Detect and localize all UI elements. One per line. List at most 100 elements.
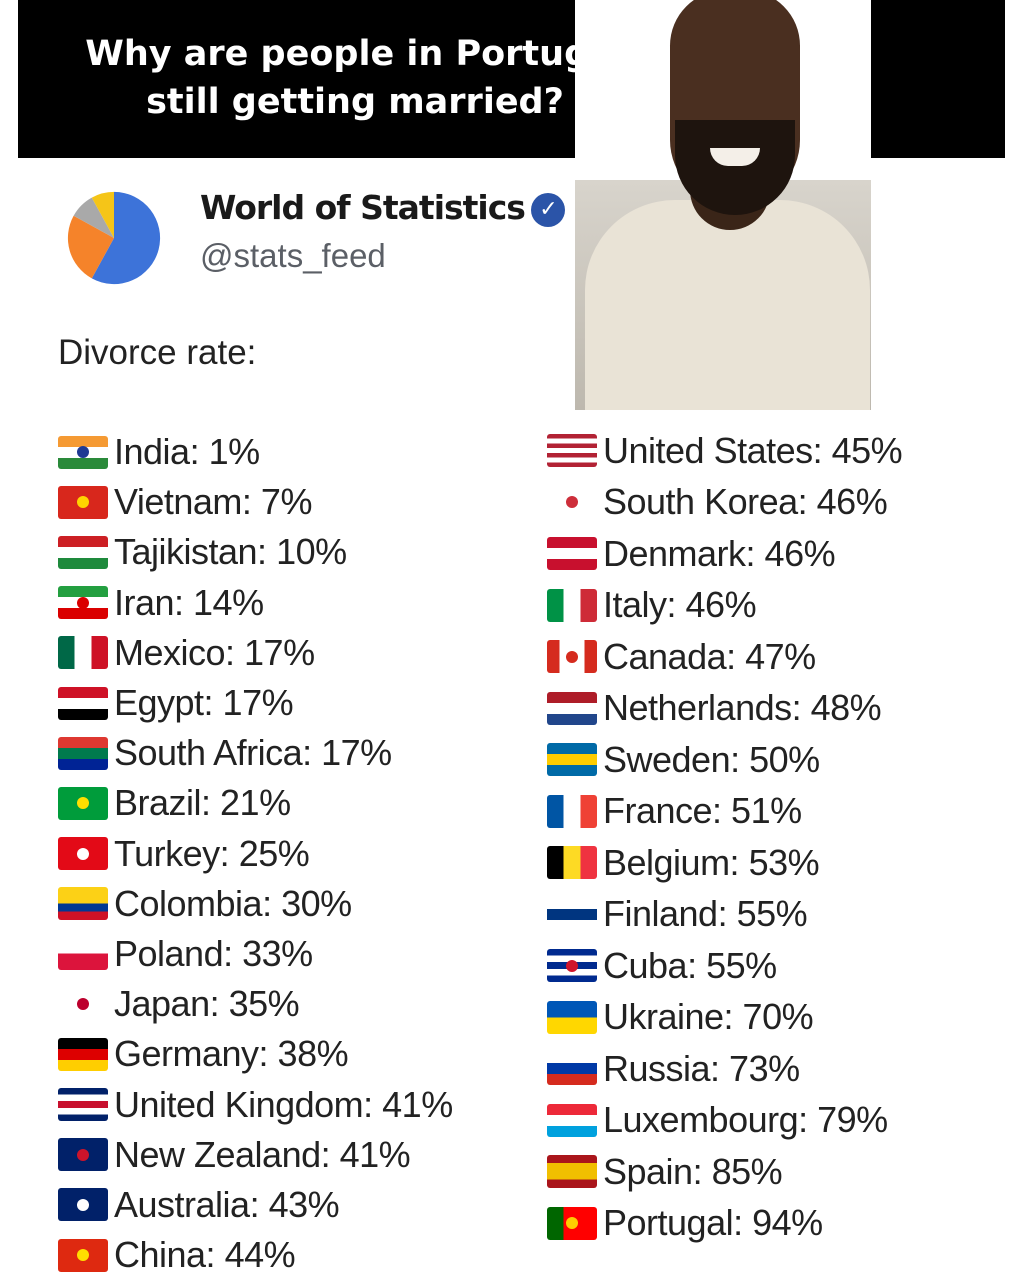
country-row: South Africa: 17%: [58, 728, 453, 778]
country-rate: Colombia: 30%: [114, 882, 352, 924]
country-row: Germany: 38%: [58, 1029, 453, 1079]
country-rate: Canada: 47%: [603, 635, 816, 677]
country-rate: South Korea: 46%: [603, 481, 888, 523]
country-row: Netherlands: 48%: [547, 683, 902, 735]
flag-icon: [547, 434, 597, 468]
country-rate: Netherlands: 48%: [603, 687, 882, 729]
flag-icon: [547, 1206, 597, 1240]
flag-icon: [547, 897, 597, 931]
avatar-pie-slice: [73, 197, 114, 238]
flag-icon: [58, 987, 108, 1021]
country-row: France: 51%: [547, 786, 902, 838]
flag-icon: [58, 937, 108, 971]
country-rate: Spain: 85%: [603, 1150, 783, 1192]
divorce-list-right: United States: 45% South Korea: 46% Denmar…: [547, 425, 903, 1250]
account-handle[interactable]: @stats_feed: [200, 237, 386, 274]
country-rate: Iran: 14%: [114, 581, 264, 623]
flag-icon: [547, 537, 597, 571]
account-name[interactable]: World of Statistics ✓: [200, 188, 565, 227]
country-row: Sweden: 50%: [547, 734, 902, 786]
account-avatar-pie-icon[interactable]: [66, 190, 162, 286]
country-rate: United Kingdom: 41%: [114, 1083, 453, 1125]
flag-icon: [547, 743, 597, 777]
country-row: Tajikistan: 10%: [58, 527, 453, 577]
country-row: Ukraine: 70%: [547, 992, 902, 1044]
country-rate: New Zealand: 41%: [114, 1133, 411, 1175]
country-row: New Zealand: 41%: [58, 1130, 453, 1180]
country-rate: Mexico: 17%: [114, 631, 315, 673]
country-row: Luxembourg: 79%: [547, 1095, 902, 1147]
country-row: Japan: 35%: [58, 979, 453, 1029]
flag-icon: [547, 485, 597, 519]
flag-icon: [58, 1088, 108, 1122]
flag-icon: [58, 435, 108, 469]
country-row: Spain: 85%: [547, 1146, 902, 1198]
flag-icon: [547, 588, 597, 622]
flag-icon: [547, 640, 597, 674]
divorce-list-left: India: 1% Vietnam: 7% Tajikistan: 10% Iran:…: [58, 427, 453, 1280]
country-row: United Kingdom: 41%: [58, 1079, 453, 1129]
flag-icon: [58, 636, 108, 670]
country-rate: Portugal: 94%: [603, 1202, 823, 1244]
account-name-text[interactable]: World of Statistics: [200, 188, 526, 227]
country-rate: France: 51%: [603, 790, 802, 832]
country-rate: Sweden: 50%: [603, 738, 820, 780]
flag-icon: [547, 1155, 597, 1189]
flag-icon: [547, 1000, 597, 1034]
country-rate: Italy: 46%: [603, 584, 757, 626]
country-rate: Brazil: 21%: [114, 782, 291, 824]
flag-icon: [58, 485, 108, 519]
country-row: South Korea: 46%: [547, 477, 902, 529]
avatar-pie-slice: [91, 191, 161, 285]
country-rate: Ukraine: 70%: [603, 996, 814, 1038]
country-rate: China: 44%: [114, 1234, 296, 1276]
verified-badge-icon: ✓: [530, 192, 565, 227]
country-rate: Japan: 35%: [114, 983, 300, 1025]
country-rate: South Africa: 17%: [114, 732, 392, 774]
country-rate: Turkey: 25%: [114, 832, 310, 874]
country-rate: Poland: 33%: [114, 932, 313, 974]
country-row: Poland: 33%: [58, 929, 453, 979]
country-rate: Cuba: 55%: [603, 944, 777, 986]
country-rate: Germany: 38%: [114, 1033, 349, 1075]
flag-icon: [58, 586, 108, 620]
country-rate: Russia: 73%: [603, 1047, 800, 1089]
country-row: Mexico: 17%: [58, 628, 453, 678]
country-row: Denmark: 46%: [547, 528, 902, 580]
country-row: Cuba: 55%: [547, 940, 902, 992]
flag-icon: [58, 1037, 108, 1071]
country-rate: Belgium: 53%: [603, 841, 820, 883]
flag-icon: [547, 1052, 597, 1086]
country-row: Russia: 73%: [547, 1043, 902, 1095]
country-rate: Finland: 55%: [603, 893, 808, 935]
country-row: Iran: 14%: [58, 578, 453, 628]
country-row: Egypt: 17%: [58, 678, 453, 728]
avatar-pie-slice: [67, 215, 114, 279]
country-row: Finland: 55%: [547, 889, 902, 941]
flag-icon: [58, 887, 108, 921]
country-rate: Tajikistan: 10%: [114, 531, 347, 573]
flag-icon: [58, 686, 108, 720]
flag-icon: [547, 949, 597, 983]
country-rate: India: 1%: [114, 431, 260, 473]
flag-icon: [58, 1188, 108, 1222]
country-rate: Egypt: 17%: [114, 682, 294, 724]
reaction-photo: [575, 0, 871, 410]
country-row: Portugal: 94%: [547, 1198, 902, 1250]
post-label: Divorce rate:: [58, 333, 257, 372]
country-row: Colombia: 30%: [58, 879, 453, 929]
country-rate: Vietnam: 7%: [114, 481, 312, 523]
country-rate: Australia: 43%: [114, 1183, 340, 1225]
flag-icon: [547, 691, 597, 725]
flag-icon: [58, 1138, 108, 1172]
avatar-pie-slice: [91, 191, 114, 238]
flag-icon: [58, 1238, 108, 1272]
country-row: Vietnam: 7%: [58, 477, 453, 527]
flag-icon: [58, 535, 108, 569]
country-rate: United States: 45%: [603, 429, 903, 471]
country-row: United States: 45%: [547, 425, 903, 477]
country-row: Belgium: 53%: [547, 837, 902, 889]
flag-icon: [547, 1103, 597, 1137]
flag-icon: [58, 736, 108, 770]
flag-icon: [547, 846, 597, 880]
